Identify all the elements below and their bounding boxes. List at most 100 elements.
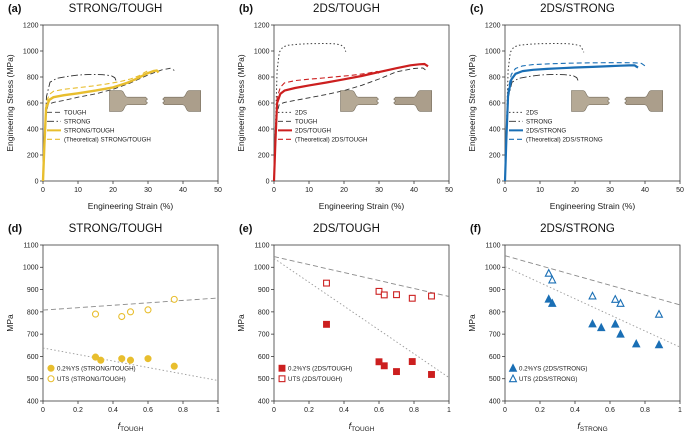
svg-text:0: 0 bbox=[497, 178, 501, 185]
data-point-marker bbox=[144, 306, 152, 314]
panel-c-label: (c) bbox=[470, 3, 484, 15]
axes: 0 0.2 0.4 0.6 0.8 1 400 500 600 700 800 900 1000 1100… bbox=[467, 242, 682, 432]
svg-text:700: 700 bbox=[489, 332, 501, 339]
svg-text:TOUGH: TOUGH bbox=[64, 110, 86, 117]
data-point-marker bbox=[428, 292, 435, 300]
svg-text:0.8: 0.8 bbox=[178, 407, 188, 414]
svg-text:2DS/TOUGH: 2DS/TOUGH bbox=[295, 128, 331, 135]
legend: 0.2%YS (2DS/TOUGH) UTS (2DS/TOUGH) bbox=[278, 364, 352, 383]
svg-text:500: 500 bbox=[258, 376, 270, 383]
series-0-2-ys-trend bbox=[504, 266, 681, 348]
svg-text:900: 900 bbox=[489, 287, 501, 294]
data-point-marker bbox=[544, 294, 554, 303]
panel-b-title: 2DS/TOUGH bbox=[313, 3, 380, 15]
data-point-marker bbox=[508, 363, 518, 372]
panel-b: (b) 2DS/TOUGH 0 10 20 30 40 50 0 200 400 600 800 10… bbox=[231, 0, 462, 220]
panel-d-label: (d) bbox=[8, 223, 23, 235]
svg-text:MPa: MPa bbox=[5, 314, 15, 332]
series-strong-tough bbox=[41, 69, 160, 182]
svg-text:900: 900 bbox=[27, 287, 39, 294]
data-point-marker bbox=[126, 308, 135, 316]
panel-a-label: (a) bbox=[8, 3, 22, 15]
data-point-marker bbox=[170, 295, 178, 303]
svg-text:600: 600 bbox=[258, 354, 270, 361]
svg-text:400: 400 bbox=[258, 398, 270, 405]
svg-text:600: 600 bbox=[258, 100, 270, 107]
data-point-marker bbox=[97, 356, 105, 364]
svg-text:0.6: 0.6 bbox=[143, 407, 153, 414]
series-0-2-ys-strong-tough bbox=[91, 353, 178, 370]
axes: 0 0.2 0.4 0.6 0.8 1 400 500 600 700 800 900 1000 1100… bbox=[236, 242, 451, 432]
data-point-marker bbox=[654, 339, 664, 349]
series-uts-2ds-tough bbox=[323, 279, 435, 302]
svg-text:0.2%YS (2DS/TOUGH): 0.2%YS (2DS/TOUGH) bbox=[288, 365, 352, 372]
series-uts-2ds-strong bbox=[544, 268, 664, 318]
svg-text:600: 600 bbox=[489, 354, 501, 361]
svg-text:fSTRONG: fSTRONG bbox=[577, 421, 607, 432]
svg-text:STRONG: STRONG bbox=[64, 119, 91, 126]
svg-text:Engineering Stress (MPa): Engineering Stress (MPa) bbox=[467, 54, 477, 151]
svg-text:(Theoretical) 2DS/STRONG: (Theoretical) 2DS/STRONG bbox=[526, 137, 603, 144]
svg-text:40: 40 bbox=[410, 187, 418, 194]
svg-text:1000: 1000 bbox=[23, 48, 39, 55]
series-0-2-ys-2ds-tough bbox=[323, 320, 435, 378]
svg-text:Engineering Strain (%): Engineering Strain (%) bbox=[550, 201, 636, 211]
series-theoretical-strong-tough bbox=[42, 70, 151, 182]
specimen-photo-inset bbox=[571, 90, 663, 112]
series-2ds-tough bbox=[272, 62, 429, 182]
svg-text:800: 800 bbox=[27, 74, 39, 81]
svg-text:50: 50 bbox=[445, 187, 453, 194]
svg-text:MPa: MPa bbox=[236, 314, 246, 332]
svg-text:40: 40 bbox=[179, 187, 187, 194]
chart-svg: 0 10 20 30 40 50 0 200 400 600 800 1000 1200 Engineer… bbox=[467, 22, 684, 211]
svg-text:2DS: 2DS bbox=[526, 110, 538, 117]
data-point-marker bbox=[47, 364, 55, 372]
svg-text:1000: 1000 bbox=[485, 265, 501, 272]
svg-text:0.2: 0.2 bbox=[304, 407, 314, 414]
data-point-marker bbox=[508, 373, 518, 383]
panel-d-title: STRONG/TOUGH bbox=[68, 223, 163, 235]
svg-text:Engineering Stress (MPa): Engineering Stress (MPa) bbox=[5, 54, 15, 151]
top-row: (a) STRONG/TOUGH 0 10 20 30 40 50 0 200 400 600 80… bbox=[5, 0, 693, 220]
chart-e-scatter: 0 0.2 0.4 0.6 0.8 1 400 500 600 700 800 900 1000 1100… bbox=[234, 238, 462, 432]
svg-text:400: 400 bbox=[489, 126, 501, 133]
data-point-marker bbox=[588, 318, 597, 328]
data-point-marker bbox=[393, 368, 400, 376]
series-strong bbox=[504, 73, 579, 182]
data-point-marker bbox=[118, 312, 126, 321]
svg-text:50: 50 bbox=[214, 187, 222, 194]
legend: 2DS STRONG 2DS/STRONG (Theoretical) 2DS/STR… bbox=[509, 110, 603, 144]
panel-c: (c) 2DS/STRONG 0 10 20 30 40 50 0 200 400 600 800 1… bbox=[462, 0, 693, 220]
data-point-marker bbox=[408, 358, 416, 366]
data-point-marker bbox=[380, 362, 388, 370]
chart-d-scatter: 0 0.2 0.4 0.6 0.8 1 400 500 600 700 800 900 1000 1100… bbox=[3, 238, 231, 432]
svg-text:0.2%YS (2DS/STRONG): 0.2%YS (2DS/STRONG) bbox=[519, 365, 587, 372]
svg-text:UTS (2DS/TOUGH): UTS (2DS/TOUGH) bbox=[288, 376, 342, 383]
svg-text:400: 400 bbox=[258, 126, 270, 133]
svg-text:900: 900 bbox=[258, 287, 270, 294]
data-point-marker bbox=[610, 294, 620, 303]
series-uts-strong-tough bbox=[91, 295, 178, 321]
data-point-marker bbox=[631, 339, 641, 348]
svg-text:600: 600 bbox=[27, 354, 39, 361]
chart-svg: 0 10 20 30 40 50 0 200 400 600 800 1000 1200 Engineer… bbox=[5, 22, 222, 211]
svg-text:10: 10 bbox=[305, 187, 313, 194]
series-2ds bbox=[273, 43, 347, 182]
svg-text:0: 0 bbox=[272, 407, 276, 414]
axes: 0 10 20 30 40 50 0 200 400 600 800 1000 1200 Engineer… bbox=[5, 22, 222, 211]
data-point-marker bbox=[91, 310, 100, 318]
svg-text:0.2%YS (STRONG/TOUGH): 0.2%YS (STRONG/TOUGH) bbox=[57, 365, 136, 372]
chart-c-stress-strain: 0 10 20 30 40 50 0 200 400 600 800 1000 1200 Engineer… bbox=[465, 18, 693, 212]
series-theoretical-2ds-tough bbox=[273, 70, 380, 182]
axes: 0 0.2 0.4 0.6 0.8 1 400 500 600 700 800 900 1000 1100… bbox=[5, 242, 220, 432]
legend: 0.2%YS (2DS/STRONG) UTS (2DS/STRONG) bbox=[508, 363, 587, 383]
data-point-marker bbox=[393, 291, 400, 299]
svg-text:STRONG: STRONG bbox=[526, 119, 553, 126]
panel-e-title: 2DS/TOUGH bbox=[313, 223, 380, 235]
data-point-marker bbox=[323, 279, 330, 287]
svg-text:50: 50 bbox=[676, 187, 684, 194]
data-point-marker bbox=[170, 362, 178, 370]
data-point-marker bbox=[610, 319, 620, 328]
data-point-marker bbox=[118, 355, 126, 363]
svg-text:(Theoretical) 2DS/TOUGH: (Theoretical) 2DS/TOUGH bbox=[295, 137, 367, 144]
